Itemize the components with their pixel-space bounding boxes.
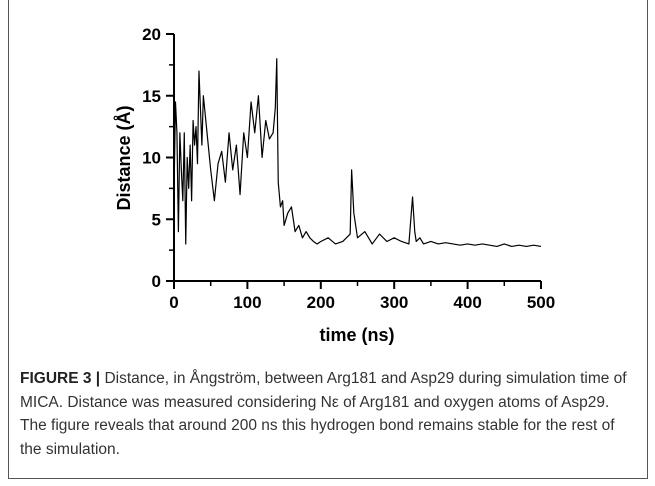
x-tick-label: 400: [453, 293, 481, 312]
figure-frame: [8, 0, 648, 479]
y-tick-label: 20: [142, 25, 161, 44]
y-tick-label: 10: [142, 149, 161, 168]
x-tick-label: 0: [169, 293, 178, 312]
x-tick-label: 100: [233, 293, 261, 312]
caption-text: Distance, in Ångström, between Arg181 an…: [20, 370, 627, 458]
y-axis-label: Distance (Å): [114, 105, 134, 210]
x-tick-label: 300: [380, 293, 408, 312]
x-tick-label: 200: [307, 293, 335, 312]
y-tick-label: 15: [142, 87, 161, 106]
x-axis-label: time (ns): [319, 325, 394, 345]
y-tick-label: 5: [152, 210, 161, 229]
caption-label: FIGURE 3 |: [20, 370, 101, 387]
series-line: [173, 58, 542, 248]
figure-caption: FIGURE 3 | Distance, in Ångström, betwee…: [20, 367, 632, 461]
y-tick-label: 0: [152, 272, 161, 291]
x-tick-label: 500: [527, 293, 555, 312]
